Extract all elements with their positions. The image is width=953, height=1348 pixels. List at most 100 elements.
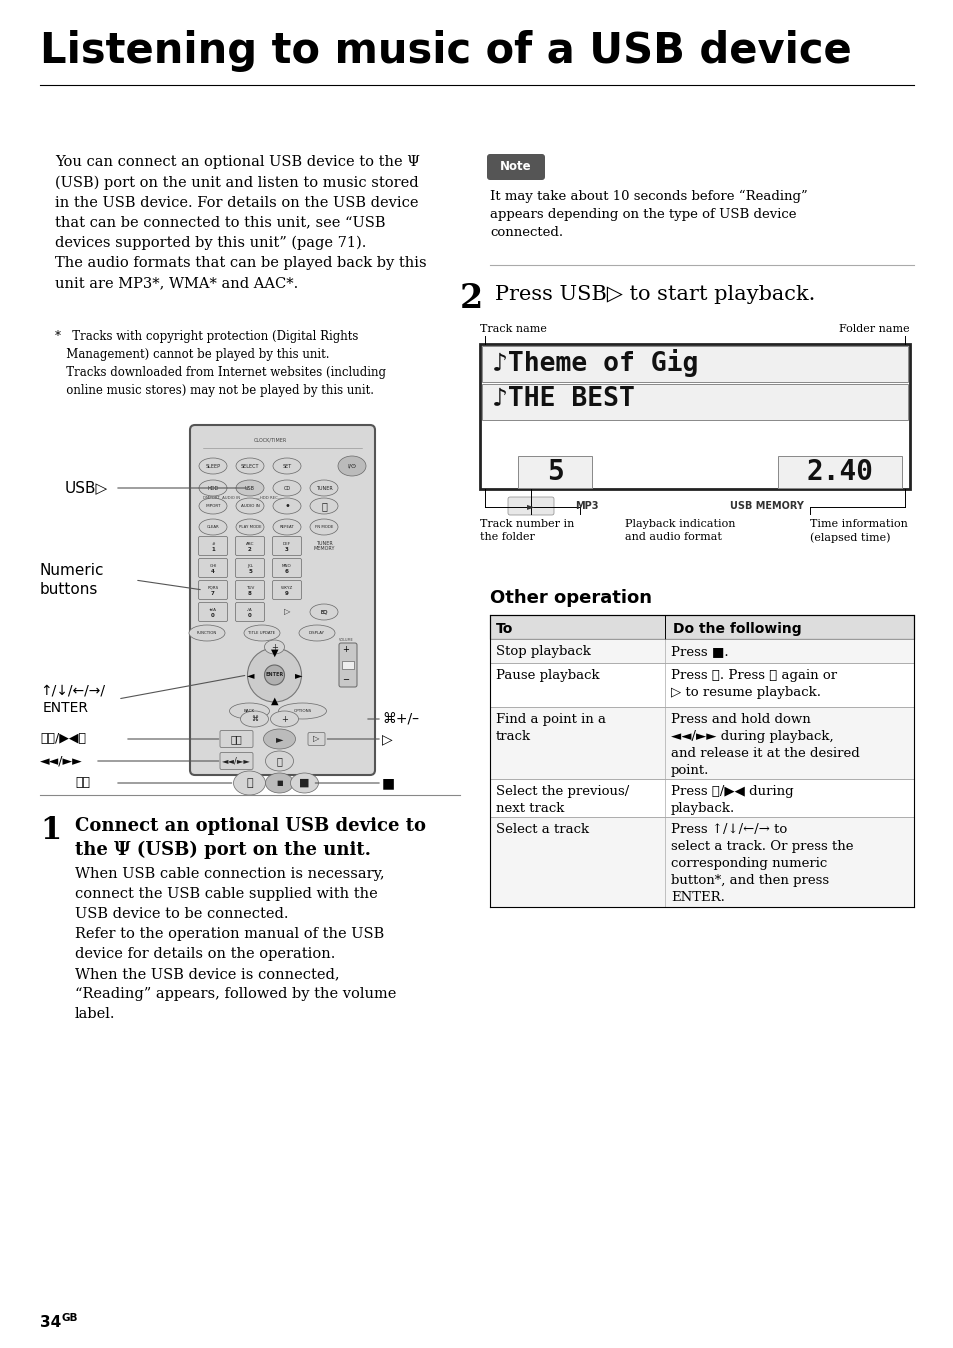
Ellipse shape bbox=[264, 640, 284, 654]
Text: USB▷: USB▷ bbox=[65, 480, 108, 496]
Ellipse shape bbox=[235, 480, 264, 496]
Text: 2: 2 bbox=[459, 282, 483, 315]
Text: ABC: ABC bbox=[246, 542, 254, 546]
Text: HDD: HDD bbox=[207, 485, 218, 491]
Text: ▷: ▷ bbox=[381, 732, 393, 745]
Circle shape bbox=[264, 665, 284, 685]
Text: 5: 5 bbox=[546, 458, 563, 487]
Bar bbox=[490, 706, 913, 779]
Text: ★/A: ★/A bbox=[209, 608, 216, 612]
FancyBboxPatch shape bbox=[198, 537, 227, 555]
Ellipse shape bbox=[199, 497, 227, 514]
Text: CLOCK/TIMER: CLOCK/TIMER bbox=[253, 438, 287, 443]
Text: +: + bbox=[271, 643, 277, 651]
Text: AUDIO IN: AUDIO IN bbox=[240, 504, 259, 508]
Ellipse shape bbox=[235, 497, 264, 514]
Text: Press ↑/↓/←/→ to
select a track. Or press the
corresponding numeric
button*, and: Press ↑/↓/←/→ to select a track. Or pres… bbox=[670, 824, 853, 905]
Ellipse shape bbox=[230, 704, 269, 718]
Ellipse shape bbox=[189, 625, 225, 642]
Bar bbox=[490, 639, 913, 663]
Text: ■: ■ bbox=[299, 778, 310, 789]
Text: +: + bbox=[281, 714, 288, 724]
Text: GB: GB bbox=[62, 1313, 78, 1322]
Text: ►: ► bbox=[275, 735, 283, 744]
Text: Folder name: Folder name bbox=[839, 324, 909, 334]
Bar bbox=[490, 817, 913, 907]
Text: Select the previous/
next track: Select the previous/ next track bbox=[496, 785, 629, 816]
Text: DMPORT  AUDIO IN: DMPORT AUDIO IN bbox=[203, 496, 240, 500]
Text: ►: ► bbox=[527, 501, 535, 511]
Text: SELECT: SELECT bbox=[240, 464, 259, 469]
Text: ▲: ▲ bbox=[271, 696, 278, 706]
Text: ◄◄/►►: ◄◄/►► bbox=[40, 755, 83, 767]
Text: IMPORT: IMPORT bbox=[205, 504, 220, 508]
Text: ↑/↓/←/→/: ↑/↓/←/→/ bbox=[40, 683, 105, 697]
Ellipse shape bbox=[273, 497, 301, 514]
Bar bbox=[490, 779, 913, 817]
Text: ENTER: ENTER bbox=[265, 673, 283, 678]
Text: When USB cable connection is necessary,
connect the USB cable supplied with the
: When USB cable connection is necessary, … bbox=[75, 867, 395, 1022]
Ellipse shape bbox=[310, 497, 337, 514]
Text: ⏮⏭: ⏮⏭ bbox=[231, 735, 242, 744]
Text: Connect an optional USB device to
the Ψ (USB) port on the unit.: Connect an optional USB device to the Ψ … bbox=[75, 817, 426, 859]
Bar bbox=[481, 384, 907, 421]
Text: Other operation: Other operation bbox=[490, 589, 651, 607]
Text: GHI: GHI bbox=[209, 563, 216, 568]
FancyBboxPatch shape bbox=[273, 537, 301, 555]
Text: ■: ■ bbox=[276, 780, 282, 786]
FancyBboxPatch shape bbox=[198, 603, 227, 621]
Text: 0: 0 bbox=[248, 613, 252, 617]
Text: It may take about 10 seconds before “Reading”
appears depending on the type of U: It may take about 10 seconds before “Rea… bbox=[490, 190, 807, 239]
Text: 5: 5 bbox=[248, 569, 252, 574]
Text: Find a point in a
track: Find a point in a track bbox=[496, 713, 605, 743]
Text: ⏸: ⏸ bbox=[276, 756, 282, 766]
Text: 34: 34 bbox=[40, 1316, 61, 1330]
Text: Track name: Track name bbox=[479, 324, 546, 334]
Text: BACK: BACK bbox=[244, 709, 254, 713]
Ellipse shape bbox=[291, 772, 318, 793]
Text: OPTIONS: OPTIONS bbox=[294, 709, 312, 713]
Text: SET: SET bbox=[282, 464, 292, 469]
Text: EQ: EQ bbox=[320, 609, 328, 615]
Text: +: + bbox=[342, 646, 349, 655]
Text: To: To bbox=[496, 621, 513, 636]
Text: DEF: DEF bbox=[283, 542, 291, 546]
Text: ⌘: ⌘ bbox=[251, 716, 257, 723]
Text: Press ⏮/▶◀ during
playback.: Press ⏮/▶◀ during playback. bbox=[670, 785, 793, 816]
Text: -/A: -/A bbox=[247, 608, 253, 612]
Text: Press USB▷ to start playback.: Press USB▷ to start playback. bbox=[495, 284, 815, 305]
Text: PLAY MODE: PLAY MODE bbox=[238, 524, 261, 528]
Ellipse shape bbox=[273, 519, 301, 535]
Text: You can connect an optional USB device to the Ψ
(USB) port on the unit and liste: You can connect an optional USB device t… bbox=[55, 155, 426, 291]
Text: 4: 4 bbox=[211, 569, 214, 574]
Bar bbox=[490, 615, 913, 639]
Ellipse shape bbox=[265, 772, 294, 793]
Ellipse shape bbox=[244, 625, 280, 642]
Text: JKL: JKL bbox=[247, 563, 253, 568]
Text: MNO: MNO bbox=[282, 563, 292, 568]
Text: Time information
(elapsed time): Time information (elapsed time) bbox=[809, 519, 907, 543]
Text: 2.40: 2.40 bbox=[805, 458, 873, 487]
Text: Select a track: Select a track bbox=[496, 824, 589, 836]
Text: ♪Theme of Gig: ♪Theme of Gig bbox=[492, 349, 698, 377]
Text: USB MEMORY: USB MEMORY bbox=[729, 501, 803, 511]
Text: Pause playback: Pause playback bbox=[496, 669, 599, 682]
Ellipse shape bbox=[271, 710, 298, 727]
FancyBboxPatch shape bbox=[235, 558, 264, 577]
Text: EQ: EQ bbox=[320, 609, 327, 615]
Text: ◄: ◄ bbox=[247, 670, 254, 679]
Text: #: # bbox=[211, 542, 214, 546]
FancyBboxPatch shape bbox=[235, 537, 264, 555]
Text: 9: 9 bbox=[285, 590, 289, 596]
Text: TUNER
MEMORY: TUNER MEMORY bbox=[313, 541, 335, 551]
Text: ♪THE BEST: ♪THE BEST bbox=[492, 386, 634, 412]
Text: 1: 1 bbox=[40, 816, 61, 847]
FancyBboxPatch shape bbox=[338, 643, 356, 687]
Bar bbox=[490, 663, 913, 706]
Text: Playback indication
and audio format: Playback indication and audio format bbox=[624, 519, 735, 542]
Ellipse shape bbox=[235, 458, 264, 474]
Ellipse shape bbox=[337, 456, 366, 476]
FancyBboxPatch shape bbox=[235, 581, 264, 600]
Text: ▼: ▼ bbox=[271, 648, 278, 658]
FancyBboxPatch shape bbox=[507, 497, 554, 515]
